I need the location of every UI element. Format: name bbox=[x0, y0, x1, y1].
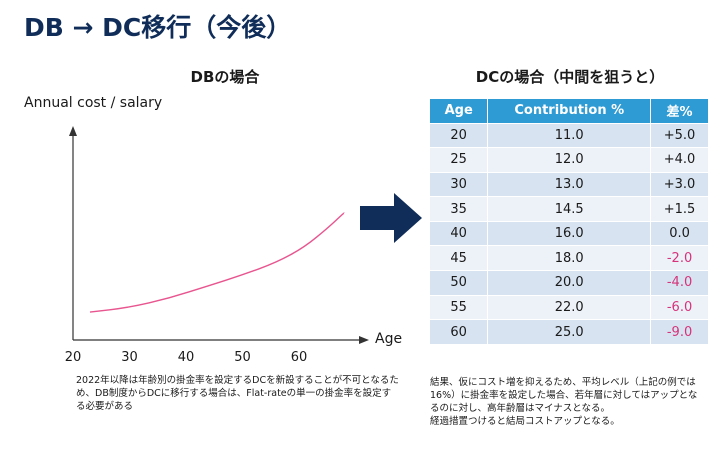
cell-diff: -4.0 bbox=[650, 270, 709, 296]
x-tick-label: 20 bbox=[64, 350, 82, 365]
db-cost-curve bbox=[89, 212, 345, 313]
header-diff: 差% bbox=[650, 99, 709, 123]
cell-contribution: 18.0 bbox=[487, 245, 652, 271]
y-axis-label: Annual cost / salary bbox=[24, 95, 163, 111]
cell-diff: +1.5 bbox=[650, 196, 709, 222]
cell-age: 35 bbox=[430, 196, 489, 222]
dc-note-line-2: 経過措置つけると結局コストアップとなる。 bbox=[430, 416, 620, 427]
x-tick-label: 60 bbox=[290, 350, 308, 365]
cell-contribution: 16.0 bbox=[487, 220, 652, 246]
table-header-row: Age Contribution % 差% bbox=[430, 99, 709, 123]
cell-age: 60 bbox=[430, 319, 489, 345]
table-row: 40 16.0 0.0 bbox=[430, 220, 709, 246]
cell-contribution: 20.0 bbox=[487, 270, 652, 296]
cell-age: 40 bbox=[430, 220, 489, 246]
cell-diff: -9.0 bbox=[650, 319, 709, 345]
right-arrow-icon bbox=[360, 193, 422, 243]
table-row: 50 20.0 -4.0 bbox=[430, 270, 709, 296]
cell-diff: -6.0 bbox=[650, 294, 709, 320]
contribution-table: Age Contribution % 差% 20 11.0 +5.0 25 12.0 +4… bbox=[430, 99, 709, 345]
table-row: 25 12.0 +4.0 bbox=[430, 147, 709, 173]
table-row: 20 11.0 +5.0 bbox=[430, 122, 709, 148]
dc-heading: DCの場合（中間を狙うと） bbox=[475, 68, 665, 86]
db-note: 2022年以降は年齢別の掛金率を設定するDCを新設することが不可となるため、DB… bbox=[76, 375, 399, 412]
cell-contribution: 13.0 bbox=[487, 171, 652, 197]
cell-age: 20 bbox=[430, 122, 489, 148]
cell-contribution: 12.0 bbox=[487, 147, 652, 173]
page-title: DB → DC移行（今後） bbox=[24, 13, 292, 42]
db-heading: DBの場合 bbox=[190, 68, 260, 86]
cell-diff: -2.0 bbox=[650, 245, 709, 271]
cell-contribution: 22.0 bbox=[487, 294, 652, 320]
table-row: 60 25.0 -9.0 bbox=[430, 319, 709, 345]
cell-diff: 0.0 bbox=[650, 220, 709, 246]
x-tick-label: 30 bbox=[121, 350, 138, 365]
y-axis-arrowhead bbox=[69, 126, 77, 136]
table-row: 30 13.0 +3.0 bbox=[430, 171, 709, 197]
cell-age: 30 bbox=[430, 171, 489, 197]
cell-age: 25 bbox=[430, 147, 489, 173]
cell-age: 55 bbox=[430, 294, 489, 320]
cell-age: 45 bbox=[430, 245, 489, 271]
x-tick-label: 50 bbox=[234, 350, 251, 365]
cell-age: 50 bbox=[430, 270, 489, 296]
cell-contribution: 11.0 bbox=[487, 122, 652, 148]
table-row: 35 14.5 +1.5 bbox=[430, 196, 709, 222]
dc-note: 結果、仮にコスト増を抑えるため、平均レベル（上記の例では16%）に掛金率を設定し… bbox=[430, 376, 706, 428]
header-age: Age bbox=[430, 99, 489, 123]
cell-diff: +5.0 bbox=[650, 122, 709, 148]
dc-note-line-1: 結果、仮にコスト増を抑えるため、平均レベル（上記の例では16%）に掛金率を設定し… bbox=[430, 377, 698, 414]
header-contribution: Contribution % bbox=[487, 99, 652, 123]
table-row: 45 18.0 -2.0 bbox=[430, 245, 709, 271]
cell-diff: +3.0 bbox=[650, 171, 709, 197]
x-axis-label: Age bbox=[375, 331, 403, 347]
cell-contribution: 14.5 bbox=[487, 196, 652, 222]
table-row: 55 22.0 -6.0 bbox=[430, 294, 709, 320]
cell-diff: +4.0 bbox=[650, 147, 709, 173]
cell-contribution: 25.0 bbox=[487, 319, 652, 345]
x-tick-label: 40 bbox=[177, 350, 195, 365]
x-axis-arrowhead bbox=[359, 336, 369, 344]
db-cost-chart bbox=[69, 126, 369, 344]
